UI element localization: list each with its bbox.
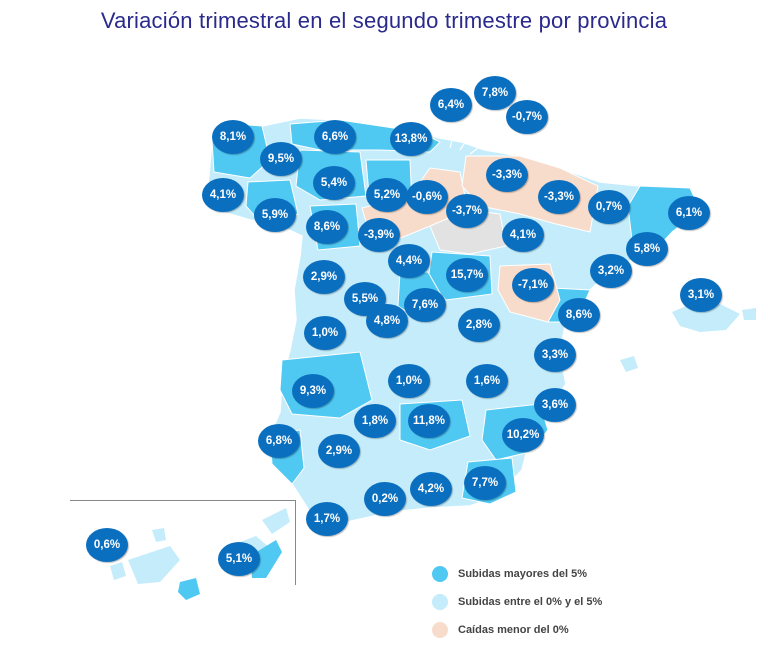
value-bubble-asturias: 6,6% <box>314 120 356 154</box>
legend-item-negative: Caídas menor del 0% <box>432 616 602 644</box>
value-bubble-pontevedra: 4,1% <box>202 178 244 212</box>
value-bubble-ciudad-real: 1,0% <box>388 364 430 398</box>
value-bubble-las-palmas: 5,1% <box>218 542 260 576</box>
value-bubble-cantabria: 13,8% <box>390 122 432 156</box>
value-bubble-avila: 4,4% <box>388 244 430 278</box>
value-bubble-barcelona-north: 6,1% <box>668 196 710 230</box>
value-bubble-murcia: 10,2% <box>502 418 544 452</box>
value-bubble-lleida: 4,1% <box>502 218 544 252</box>
value-bubble-valencia: 3,3% <box>534 338 576 372</box>
leader-line-gipuzkoa <box>459 107 489 151</box>
value-bubble-cordoba: 1,8% <box>354 404 396 438</box>
value-bubble-guadalajara: 15,7% <box>446 258 488 292</box>
value-bubble-soria: -3,7% <box>446 194 488 228</box>
value-bubble-almeria: 7,7% <box>464 466 506 500</box>
value-bubble-salamanca: 2,9% <box>303 260 345 294</box>
legend-swatch-mid <box>432 594 448 610</box>
leader-line-navarra <box>469 123 511 155</box>
value-bubble-lugo: 9,5% <box>260 142 302 176</box>
canary-gran-canaria <box>178 578 200 600</box>
legend-item-high: Subidas mayores del 5% <box>432 560 602 588</box>
value-bubble-bizkaia: 6,4% <box>430 88 472 122</box>
value-bubble-malaga: 0,2% <box>364 482 406 516</box>
legend-label-mid: Subidas entre el 0% y el 5% <box>458 596 603 608</box>
value-bubble-cadiz: 1,7% <box>306 502 348 536</box>
value-bubble-tarragona: 3,2% <box>590 254 632 288</box>
value-bubble-alava: -3,3% <box>486 158 528 192</box>
balearic-islands <box>620 300 756 372</box>
canary-fuerteventura <box>250 540 282 578</box>
value-bubble-toledo: 4,8% <box>366 304 408 338</box>
canary-islands-frame <box>70 500 296 585</box>
leader-line-bizkaia <box>449 117 459 149</box>
value-bubble-la-rioja: -0,6% <box>406 180 448 214</box>
legend-label-high: Subidas mayores del 5% <box>458 568 587 580</box>
value-bubble-granada: 4,2% <box>410 472 452 506</box>
value-bubble-caceres: 1,0% <box>304 316 346 350</box>
value-bubble-badajoz: 9,3% <box>292 374 334 408</box>
value-bubble-a-coruna: 8,1% <box>212 120 254 154</box>
value-bubble-alicante: 3,6% <box>534 388 576 422</box>
legend-swatch-high <box>432 566 448 582</box>
value-bubble-castellon: 8,6% <box>558 298 600 332</box>
value-bubble-navarra-north: -0,7% <box>506 100 548 134</box>
value-bubble-cuenca: 2,8% <box>458 308 500 342</box>
value-bubble-leon: 5,4% <box>313 166 355 200</box>
value-bubble-huelva: 6,8% <box>258 424 300 458</box>
legend-label-negative: Caídas menor del 0% <box>458 624 569 636</box>
legend-item-mid: Subidas entre el 0% y el 5% <box>432 588 602 616</box>
map-title: Variación trimestral en el segundo trime… <box>100 8 668 33</box>
value-bubble-huesca: -3,3% <box>538 180 580 214</box>
value-bubble-burgos: 5,2% <box>366 178 408 212</box>
value-bubble-barcelona: 5,8% <box>626 232 668 266</box>
value-bubble-segovia: -3,9% <box>358 218 400 252</box>
value-bubble-ourense: 5,9% <box>254 198 296 232</box>
legend: Subidas mayores del 5% Subidas entre el … <box>432 560 602 644</box>
value-bubble-teruel: -7,1% <box>512 268 554 302</box>
value-bubble-jaen: 11,8% <box>408 404 450 438</box>
legend-swatch-negative <box>432 622 448 638</box>
value-bubble-gipuzkoa: 7,8% <box>474 76 516 110</box>
value-bubble-madrid: 7,6% <box>404 288 446 322</box>
value-bubble-albacete: 1,6% <box>466 364 508 398</box>
value-bubble-girona: 0,7% <box>588 190 630 224</box>
value-bubble-sevilla: 2,9% <box>318 434 360 468</box>
value-bubble-santa-cruz-de-tenerife: 0,6% <box>86 528 128 562</box>
value-bubble-illes-balears: 3,1% <box>680 278 722 312</box>
value-bubble-valladolid: 8,6% <box>306 210 348 244</box>
